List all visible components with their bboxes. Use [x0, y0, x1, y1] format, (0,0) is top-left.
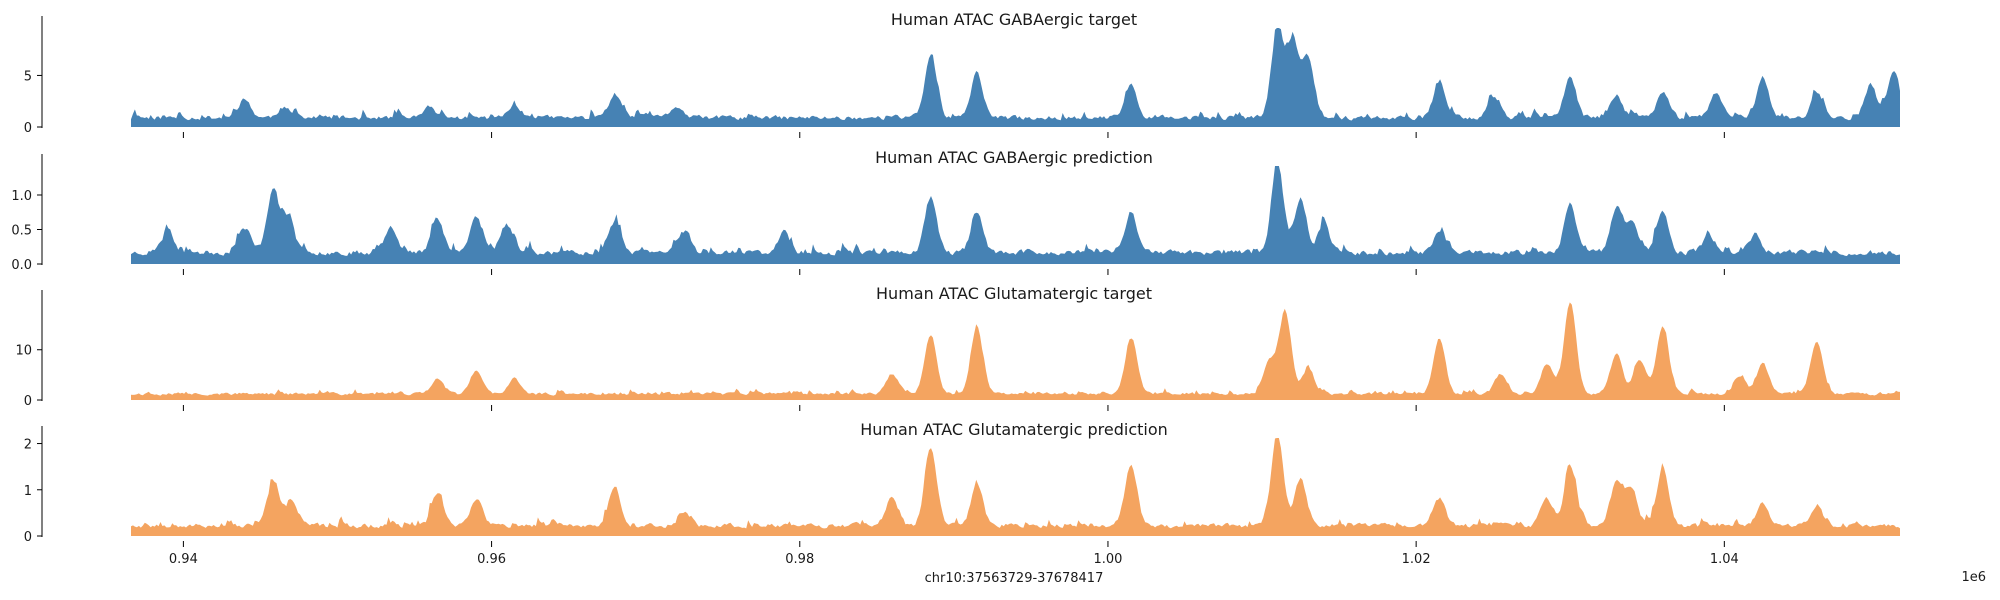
- panel-2: Human ATAC GABAergic prediction 0.0 0.5 1.0: [11, 148, 1900, 275]
- panel-4-title: Human ATAC Glutamatergic prediction: [860, 420, 1168, 439]
- panel-4-y-tick-label: 2: [24, 438, 32, 453]
- panel-3: Human ATAC Glutamatergic target 0 10: [15, 284, 1900, 411]
- panel-1-y-tick-label: 0: [24, 121, 32, 136]
- panel-2-y-tick-label: 0.0: [11, 258, 32, 273]
- x-axis-label: chr10:37563729-37678417: [925, 571, 1104, 586]
- panel-2-y-tick-label: 1.0: [11, 189, 32, 204]
- panel-3-y-tick-label: 10: [15, 344, 32, 359]
- x-tick-label: 1.00: [1093, 552, 1122, 567]
- panel-4-y-tick-label: 0: [24, 530, 32, 545]
- x-tick-label: 1.04: [1710, 552, 1739, 567]
- panel-2-area: [131, 166, 1900, 264]
- x-tick-label: 0.94: [169, 552, 198, 567]
- panel-2-y-tick-label: 0.5: [11, 223, 32, 238]
- x-tick-label: 0.96: [477, 552, 506, 567]
- panel-4-y-tick-label: 1: [24, 484, 32, 499]
- x-tick-label: 0.98: [785, 552, 814, 567]
- panel-1: Human ATAC GABAergic target 0 5: [24, 10, 1900, 138]
- panel-4-area: [131, 438, 1900, 536]
- x-tick-label: 1.02: [1402, 552, 1431, 567]
- panel-3-y-tick-label: 0: [24, 394, 32, 409]
- panel-1-title: Human ATAC GABAergic target: [891, 10, 1137, 29]
- panel-1-y-tick-label: 5: [24, 69, 32, 84]
- panel-3-area: [131, 302, 1900, 400]
- x-axis-offset-label: 1e6: [1961, 570, 1986, 585]
- panel-1-area: [131, 28, 1900, 127]
- panel-4: Human ATAC Glutamatergic prediction 0 1 2 0.…: [24, 420, 1900, 567]
- panel-2-title: Human ATAC GABAergic prediction: [875, 148, 1153, 167]
- panel-3-title: Human ATAC Glutamatergic target: [876, 284, 1152, 303]
